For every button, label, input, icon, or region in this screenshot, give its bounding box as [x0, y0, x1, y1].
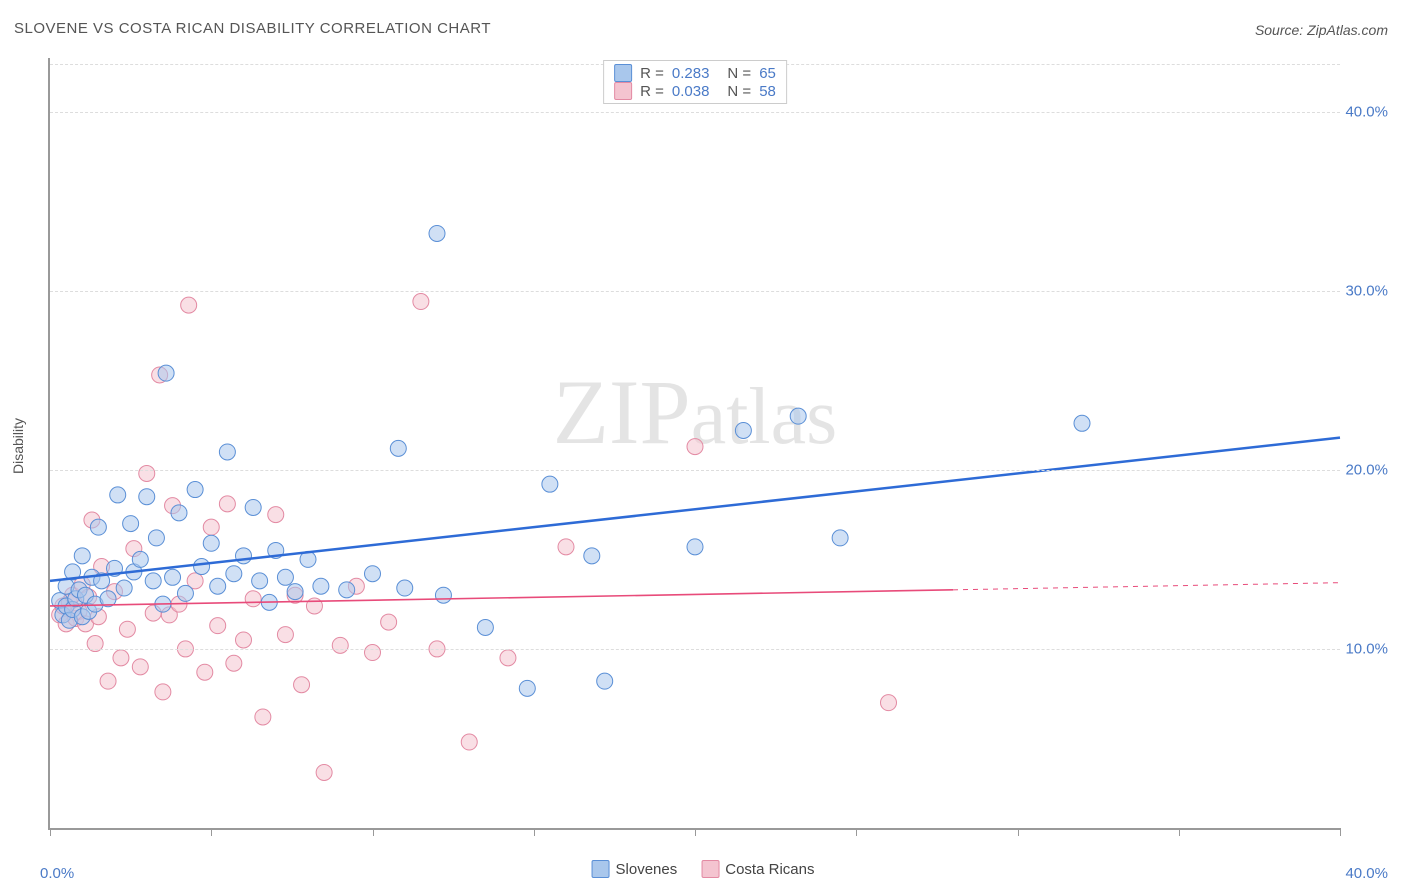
- y-tick-label: 40.0%: [1345, 103, 1388, 120]
- y-tick-label: 10.0%: [1345, 640, 1388, 657]
- legend-item: Slovenes: [592, 860, 678, 878]
- chart-title: SLOVENE VS COSTA RICAN DISABILITY CORREL…: [14, 20, 491, 37]
- series1-swatch: [614, 64, 632, 82]
- correlation-legend: R = 0.283 N = 65 R = 0.038 N = 58: [603, 60, 787, 104]
- n-value: 65: [759, 65, 776, 82]
- x-axis-max-label: 40.0%: [1345, 865, 1388, 882]
- series-legend: Slovenes Costa Ricans: [592, 860, 815, 878]
- r-label: R =: [640, 65, 664, 82]
- n-label: N =: [727, 83, 751, 100]
- r-value: 0.038: [672, 83, 710, 100]
- series2-label: Costa Ricans: [725, 861, 814, 878]
- r-value: 0.283: [672, 65, 710, 82]
- y-tick-label: 30.0%: [1345, 282, 1388, 299]
- legend-row: R = 0.038 N = 58: [614, 82, 776, 100]
- plot-area: ZIPatlas R = 0.283 N = 65 R = 0.038 N = …: [48, 58, 1340, 830]
- series2-swatch: [614, 82, 632, 100]
- series2-swatch: [701, 860, 719, 878]
- n-label: N =: [727, 65, 751, 82]
- n-value: 58: [759, 83, 776, 100]
- y-tick-label: 20.0%: [1345, 461, 1388, 478]
- x-axis-min-label: 0.0%: [40, 865, 74, 882]
- series1-swatch: [592, 860, 610, 878]
- legend-row: R = 0.283 N = 65: [614, 64, 776, 82]
- series1-label: Slovenes: [616, 861, 678, 878]
- source-label: Source: ZipAtlas.com: [1255, 22, 1388, 38]
- chart-svg: [50, 58, 1340, 828]
- y-axis-title: Disability: [10, 418, 26, 474]
- legend-item: Costa Ricans: [701, 860, 814, 878]
- r-label: R =: [640, 83, 664, 100]
